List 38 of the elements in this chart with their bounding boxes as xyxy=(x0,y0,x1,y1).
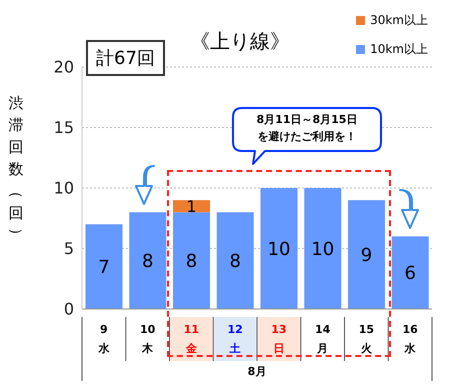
data-label: 10 xyxy=(268,238,290,260)
bar xyxy=(260,188,298,309)
x-axis-title: 8月 xyxy=(248,365,266,378)
x-tick-label: 15 火 xyxy=(358,323,374,355)
data-label: 9 xyxy=(360,244,372,266)
x-tick-label: 9 水 xyxy=(97,323,110,355)
x-tick-label: 16 水 xyxy=(402,323,418,355)
y-tick-label: 5 xyxy=(64,239,74,258)
y-tick-label: 10 xyxy=(54,178,74,198)
data-label: 10 xyxy=(311,238,334,260)
annotation: 計67回 xyxy=(86,40,165,76)
x-tick-label: 11 金 xyxy=(184,323,200,355)
legend-label: 30km以上 xyxy=(370,12,428,29)
data-label: 6 xyxy=(404,263,416,284)
bar xyxy=(216,212,254,309)
bar xyxy=(129,212,166,309)
bar xyxy=(173,212,210,309)
data-label: 7 xyxy=(98,257,110,278)
x-tick-label: 12 土 xyxy=(227,323,243,355)
bar xyxy=(86,224,122,309)
y-axis-title: 渋滞回数（回） xyxy=(6,93,26,244)
bar xyxy=(304,188,342,309)
bar xyxy=(173,200,210,212)
chart-title: 《上り線》 xyxy=(190,28,290,55)
data-label: 8 xyxy=(142,250,154,272)
data-label: 8 xyxy=(230,250,241,272)
y-tick-label: 0 xyxy=(64,300,74,319)
x-tick-label: 10 木 xyxy=(140,323,156,355)
annotation: 8月11日～8月15日を避けたご利用を！ xyxy=(256,112,358,145)
y-tick-label: 20 xyxy=(54,58,74,77)
legend-label: 10km以上 xyxy=(370,41,428,58)
data-label: 1 xyxy=(186,196,197,216)
y-tick-label: 15 xyxy=(54,118,74,138)
bar xyxy=(348,200,385,309)
data-label: 8 xyxy=(186,250,198,272)
x-tick-label: 14 月 xyxy=(314,323,331,355)
x-tick-label: 13 日 xyxy=(271,323,287,355)
bar xyxy=(392,236,429,309)
